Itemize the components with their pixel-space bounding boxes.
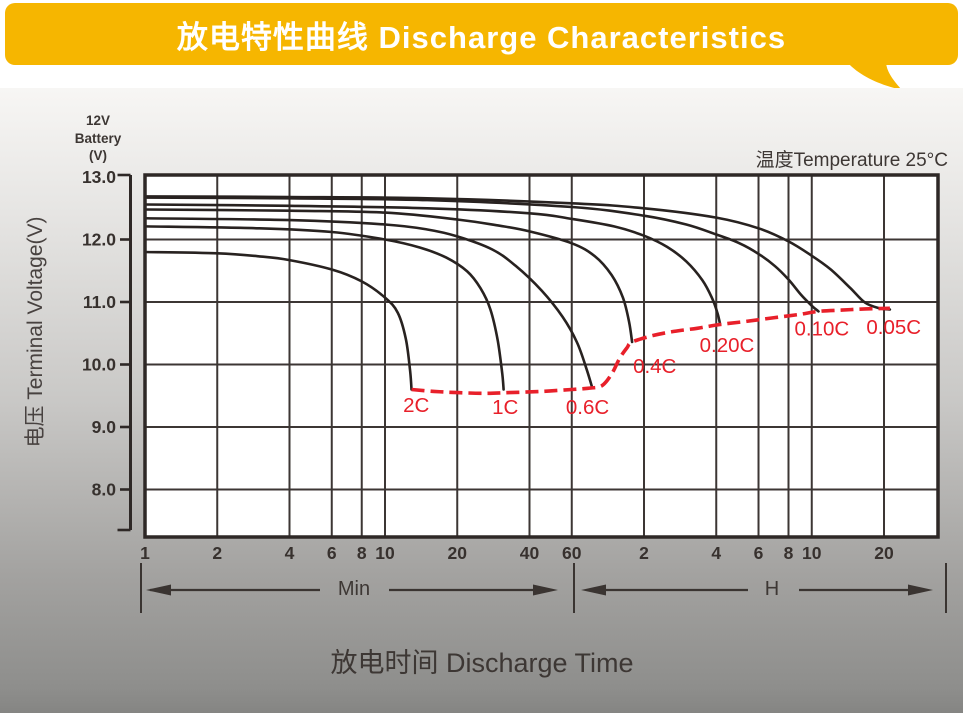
battery-type-line: (V) <box>89 148 107 163</box>
banner-tail-icon <box>848 63 902 90</box>
curve-labels: 0.05C 0.10C 0.20C 0.4C 0.6C 1C 2C <box>403 316 921 419</box>
plot-border <box>143 173 940 539</box>
battery-type-line: 12V <box>85 113 111 128</box>
x-axis-title: 放电时间 Discharge Time <box>330 648 634 678</box>
minutes-section-label: Min <box>337 578 371 600</box>
y-tick-label: 13.0 <box>82 167 116 187</box>
curve-label-0.05C: 0.05C <box>866 316 921 339</box>
y-tick-label: 11.0 <box>83 292 116 312</box>
x-tick-label-hour: 4 <box>711 543 721 563</box>
curve-label-0.4C: 0.4C <box>633 355 676 378</box>
min-arrowhead-right <box>533 584 558 596</box>
y-tick-labels: 13.0 12.0 11.0 10.0 9.0 8.0 <box>82 167 116 500</box>
page-title: 放电特性曲线 Discharge Characteristics <box>176 19 787 55</box>
min-arrowhead-left <box>146 584 171 596</box>
plot-border-rect <box>143 173 940 539</box>
x-tick-label-min: 1 <box>140 543 150 563</box>
battery-type-label: 12V Battery (V) <box>60 112 136 165</box>
end-of-discharge-voltage <box>411 306 890 396</box>
curve-0.10C <box>143 196 820 313</box>
curve-label-2C: 2C <box>403 394 429 417</box>
y-tick-label: 9.0 <box>92 417 117 437</box>
hours-section-label: H <box>764 578 780 600</box>
temperature-note: 温度Temperature 25°C <box>755 150 948 171</box>
x-tick-label-hour: 8 <box>784 543 794 563</box>
x-tick-label-min: 4 <box>285 543 295 563</box>
x-tick-label-min: 40 <box>520 543 540 563</box>
title-banner: 放电特性曲线 Discharge Characteristics <box>5 3 958 65</box>
curve-0.20C <box>143 203 722 326</box>
axis-range-arrows <box>140 563 947 613</box>
x-tick-labels: 1 2 4 6 8 10 20 40 60 2 4 6 8 10 20 <box>140 543 894 563</box>
curve-label-0.20C: 0.20C <box>700 334 755 357</box>
x-tick-label-min: 20 <box>448 543 468 563</box>
discharge-curves <box>143 195 892 391</box>
hours-arrowhead-left <box>581 584 606 596</box>
curve-label-1C: 1C <box>492 396 518 419</box>
x-tick-label-hour: 20 <box>874 543 894 563</box>
grid-lines <box>145 175 938 537</box>
y-tick-label: 10.0 <box>82 355 116 375</box>
x-tick-label-min: 10 <box>375 543 395 563</box>
x-tick-label-min: 2 <box>212 543 222 563</box>
battery-type-line: Battery <box>74 130 122 146</box>
curve-0.6C <box>143 216 594 389</box>
x-tick-label-min: 6 <box>327 543 337 563</box>
curve-2C <box>143 250 413 391</box>
y-tick-label: 12.0 <box>82 230 116 250</box>
hours-arrowhead-right <box>908 584 933 596</box>
x-tick-label-hour: 2 <box>639 543 649 563</box>
x-tick-label-min: 60 <box>562 543 582 563</box>
x-tick-label-min: 8 <box>357 543 367 563</box>
curve-0.4C <box>143 208 634 344</box>
curve-label-0.6C: 0.6C <box>566 396 609 419</box>
curve-1C <box>143 225 505 391</box>
x-tick-label-hour: 6 <box>754 543 764 563</box>
y-axis-bracket <box>117 173 132 532</box>
curve-label-0.10C: 0.10C <box>794 317 849 340</box>
curve-0.05C <box>143 195 892 311</box>
end-of-discharge-line <box>411 306 890 396</box>
y-tick-label: 8.0 <box>92 480 117 500</box>
x-tick-label-hour: 10 <box>802 543 822 563</box>
